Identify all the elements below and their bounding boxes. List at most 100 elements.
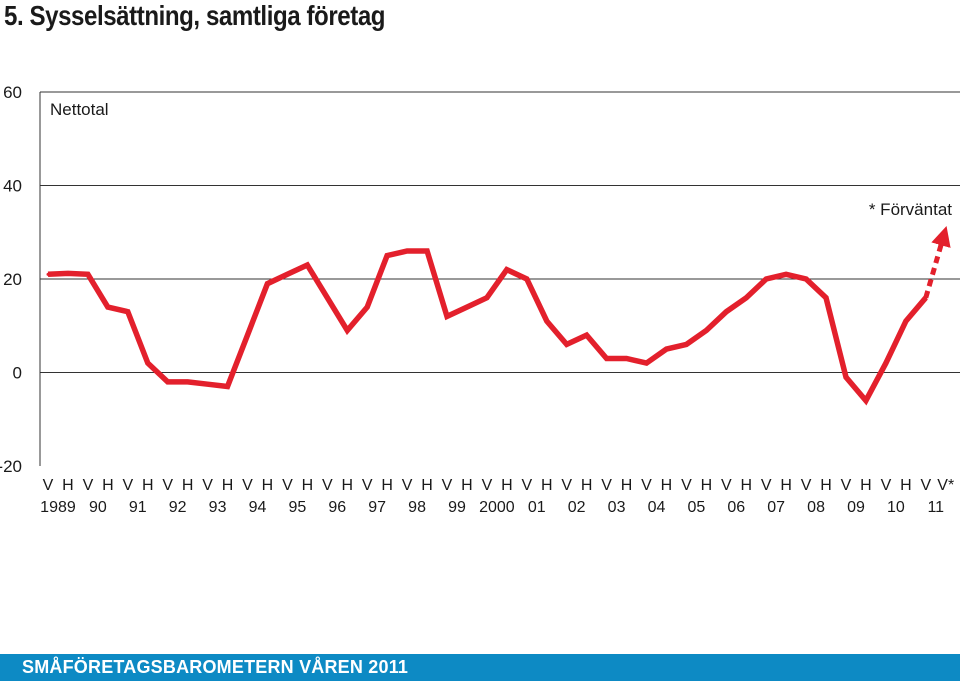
footer-bar: SMÅFÖRETAGSBAROMETERN VÅREN 2011 bbox=[0, 654, 960, 681]
year-label: 05 bbox=[687, 499, 705, 516]
data-point bbox=[305, 263, 309, 267]
x-tick-label: V bbox=[641, 477, 652, 494]
year-label: 98 bbox=[408, 499, 426, 516]
data-point bbox=[246, 333, 249, 337]
data-point bbox=[345, 328, 349, 332]
data-point bbox=[325, 296, 329, 300]
x-tick-label: V bbox=[402, 477, 413, 494]
data-point bbox=[704, 328, 708, 332]
x-tick-label: V bbox=[920, 477, 931, 494]
x-tick-label: H bbox=[701, 477, 713, 494]
x-tick-label: H bbox=[421, 477, 433, 494]
expected-annotation: * Förväntat bbox=[869, 200, 952, 219]
data-point bbox=[724, 310, 728, 314]
x-tick-label: V bbox=[282, 477, 293, 494]
x-tick-label: H bbox=[581, 477, 593, 494]
x-tick-label: V bbox=[521, 477, 532, 494]
x-tick-label: H bbox=[820, 477, 832, 494]
data-point bbox=[425, 249, 429, 253]
data-point bbox=[824, 296, 828, 300]
x-tick-label: H bbox=[222, 477, 234, 494]
year-label: 93 bbox=[209, 499, 227, 516]
year-label: 09 bbox=[847, 499, 865, 516]
y-tick-label: -20 bbox=[0, 457, 22, 476]
data-point bbox=[86, 272, 90, 276]
year-label: 07 bbox=[767, 499, 785, 516]
x-tick-label: H bbox=[860, 477, 872, 494]
x-tick-label: H bbox=[780, 477, 792, 494]
x-tick-label: H bbox=[461, 477, 473, 494]
year-label: 04 bbox=[648, 499, 666, 516]
year-label: 99 bbox=[448, 499, 466, 516]
data-point bbox=[226, 385, 230, 389]
x-tick-label: H bbox=[142, 477, 154, 494]
year-label: 03 bbox=[608, 499, 626, 516]
x-tick-label: H bbox=[900, 477, 912, 494]
year-label: 11 bbox=[927, 499, 944, 516]
year-label: 1989 bbox=[40, 499, 76, 516]
x-tick-label: V bbox=[242, 477, 253, 494]
y-tick-label: 60 bbox=[3, 83, 22, 102]
data-point bbox=[106, 305, 110, 309]
x-tick-label: V bbox=[442, 477, 453, 494]
data-point bbox=[625, 356, 629, 360]
y-tick-label: 40 bbox=[3, 177, 22, 196]
data-point bbox=[884, 361, 888, 365]
x-tick-label: V bbox=[841, 477, 852, 494]
data-point bbox=[126, 310, 130, 314]
data-point bbox=[804, 277, 808, 281]
footer-text: SMÅFÖRETAGSBAROMETERN VÅREN 2011 bbox=[22, 657, 409, 677]
x-tick-label: V bbox=[561, 477, 572, 494]
x-tick-label: H bbox=[262, 477, 274, 494]
x-tick-label: H bbox=[740, 477, 752, 494]
data-point bbox=[365, 305, 369, 309]
data-point bbox=[744, 296, 748, 300]
x-tick-label: H bbox=[62, 477, 74, 494]
data-point bbox=[784, 272, 788, 276]
year-label: 06 bbox=[727, 499, 745, 516]
data-point bbox=[166, 380, 170, 384]
year-label: 91 bbox=[129, 499, 147, 516]
year-label: 92 bbox=[169, 499, 187, 516]
data-point bbox=[525, 277, 529, 281]
data-point bbox=[864, 399, 868, 403]
x-tick-label: H bbox=[501, 477, 513, 494]
x-tick-label: V bbox=[482, 477, 493, 494]
data-point bbox=[485, 296, 489, 300]
data-point bbox=[904, 319, 908, 323]
y-tick-label: 0 bbox=[13, 364, 22, 383]
data-point bbox=[206, 382, 210, 386]
x-tick-label: V bbox=[801, 477, 812, 494]
x-tick-label: H bbox=[302, 477, 314, 494]
year-label: 95 bbox=[288, 499, 306, 516]
data-point bbox=[505, 268, 509, 272]
x-tick-label: V* bbox=[937, 477, 954, 494]
x-tick-label: V bbox=[761, 477, 772, 494]
data-point bbox=[405, 249, 409, 253]
data-point bbox=[46, 272, 50, 276]
data-point bbox=[764, 277, 768, 281]
data-point bbox=[385, 254, 389, 258]
data-point bbox=[465, 305, 469, 309]
data-point bbox=[285, 272, 289, 276]
x-tick-label: H bbox=[182, 477, 194, 494]
x-tick-label: V bbox=[881, 477, 892, 494]
year-label: 94 bbox=[249, 499, 267, 516]
y-axis-label: Nettotal bbox=[50, 100, 109, 119]
data-point bbox=[605, 356, 609, 360]
data-point bbox=[146, 361, 150, 365]
x-tick-label: V bbox=[83, 477, 94, 494]
x-tick-label: V bbox=[721, 477, 732, 494]
x-tick-label: V bbox=[43, 477, 54, 494]
x-tick-label: V bbox=[681, 477, 692, 494]
chart-title: 5. Sysselsättning, samtliga företag bbox=[4, 0, 386, 31]
year-label: 2000 bbox=[479, 499, 515, 516]
year-label: 96 bbox=[328, 499, 346, 516]
expected-arrow bbox=[923, 225, 951, 299]
year-label: 08 bbox=[807, 499, 825, 516]
x-tick-label: H bbox=[341, 477, 353, 494]
data-point bbox=[545, 319, 549, 323]
year-label: 02 bbox=[568, 499, 586, 516]
data-point bbox=[66, 271, 70, 275]
data-point bbox=[265, 282, 269, 286]
